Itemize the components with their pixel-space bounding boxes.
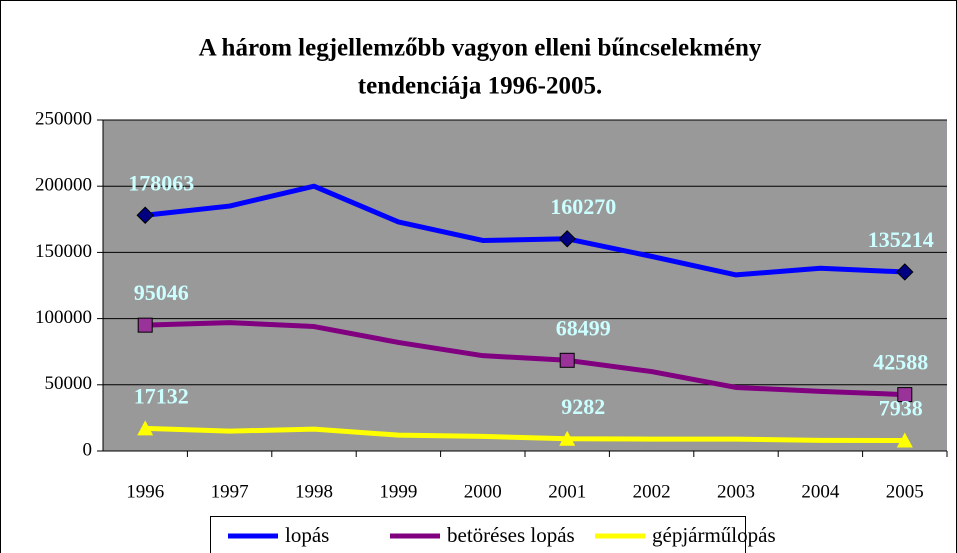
line-series	[145, 425, 905, 443]
data-label: 95046	[134, 280, 189, 305]
data-label: 178063	[128, 170, 194, 195]
data-label: 9282	[561, 394, 605, 419]
marker	[137, 317, 153, 333]
plot-area	[103, 120, 947, 451]
chart-title: tendenciája 1996-2005.	[358, 73, 602, 100]
marker	[559, 352, 575, 368]
x-tick-label: 2000	[464, 481, 502, 502]
legend	[210, 516, 746, 553]
marker	[896, 432, 913, 448]
data-label: 68499	[556, 315, 611, 340]
marker	[897, 387, 913, 403]
x-tick-label: 2004	[801, 481, 840, 502]
x-tick-label: 2001	[548, 481, 586, 502]
x-tick-label: 1999	[379, 481, 417, 502]
y-tick-label: 200000	[35, 175, 92, 196]
data-label: 42588	[873, 350, 928, 375]
y-tick-label: 100000	[35, 307, 92, 328]
marker	[896, 263, 914, 281]
line-series	[145, 320, 905, 398]
x-tick-label: 1998	[295, 481, 333, 502]
x-tick-label: 2002	[633, 481, 671, 502]
marker	[137, 420, 154, 436]
data-label: 135214	[868, 227, 934, 252]
y-tick-label: 50000	[45, 373, 93, 394]
x-tick-label: 1997	[211, 481, 249, 502]
legend-label: gépjárműlopás	[652, 523, 776, 547]
y-tick-label: 0	[83, 439, 93, 460]
y-tick-label: 250000	[35, 108, 92, 129]
legend-label: betöréses lopás	[447, 523, 575, 547]
x-tick-label: 2005	[886, 481, 924, 502]
marker	[136, 206, 154, 224]
data-label: 160270	[550, 194, 616, 219]
data-label: 17132	[134, 383, 189, 408]
x-tick-label: 1996	[126, 481, 164, 502]
marker	[559, 430, 576, 446]
line-series	[144, 183, 905, 278]
data-label: 7938	[879, 396, 923, 421]
x-tick-label: 2003	[717, 481, 755, 502]
marker	[558, 230, 576, 248]
y-tick-label: 150000	[35, 241, 92, 262]
chart-title: A három legjellemzőbb vagyon elleni bűnc…	[199, 35, 762, 62]
legend-label: lopás	[285, 523, 329, 547]
